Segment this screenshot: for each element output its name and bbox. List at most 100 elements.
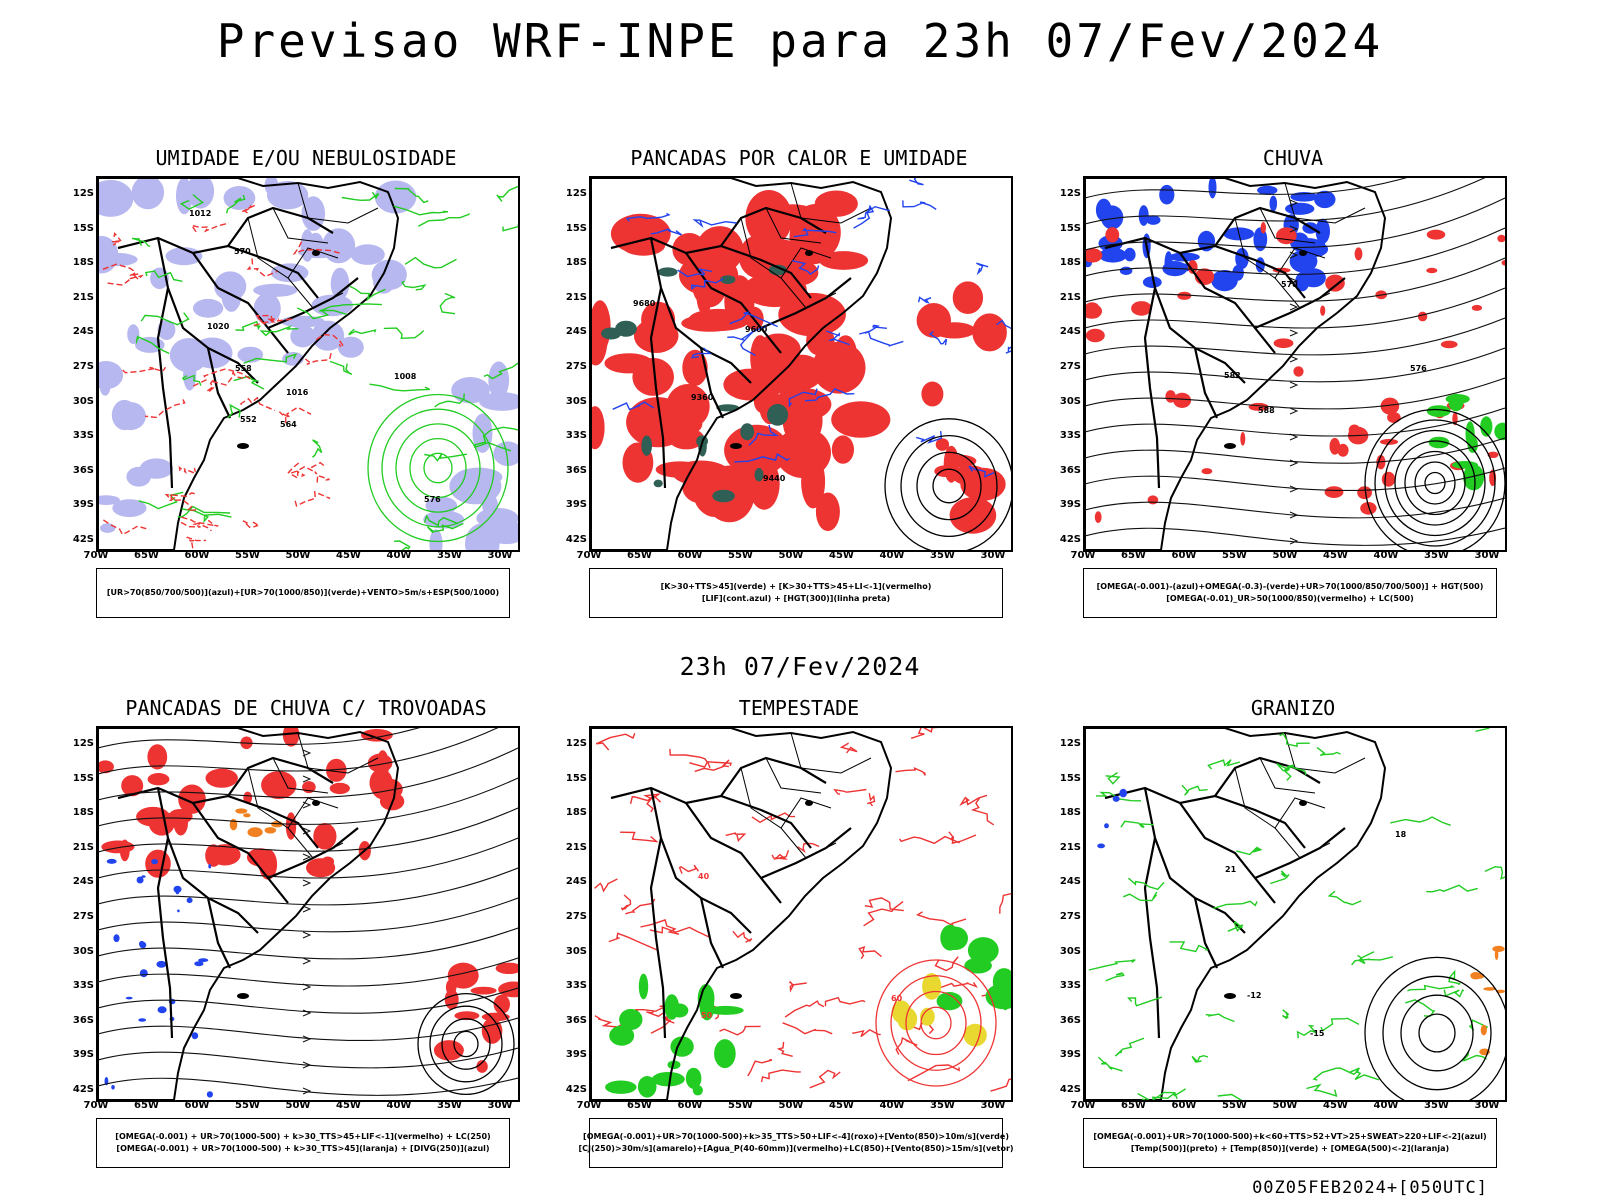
thickness-line <box>278 406 312 424</box>
thunder-red-cell <box>205 768 238 788</box>
precip-water-line <box>852 1028 881 1038</box>
humidity-low-line <box>348 328 377 336</box>
humidity-low-line <box>181 374 202 386</box>
streamline-arrow <box>302 1035 312 1043</box>
wind850-green-cell <box>638 973 649 1000</box>
map-canvas: 40 50 60 <box>591 728 1011 1100</box>
contour-label: 9680 <box>633 299 656 308</box>
lon-tick-label: 55W <box>1222 1100 1247 1111</box>
streamline-arrow <box>302 879 312 887</box>
thickness-line <box>255 314 279 325</box>
lc850-vortex-ring <box>875 959 997 1087</box>
wind850-green-cell <box>685 1067 702 1089</box>
lon-tick-label: 40W <box>879 1100 905 1111</box>
lon-tick-label: 40W <box>1373 550 1399 561</box>
streamline <box>1085 467 1505 492</box>
precip-water-line <box>915 911 967 928</box>
state-border <box>765 207 822 244</box>
lat-tick-label: 30S <box>565 945 587 957</box>
lat-tick-label: 27S <box>1059 361 1081 372</box>
lon-tick-label: 35W <box>1424 550 1449 561</box>
heat-convection-cell <box>743 272 807 308</box>
legend-line: [K>30+TTS>45](verde) + [K>30+TTS>45+LI<-… <box>660 582 932 591</box>
omega-blue-cell <box>1300 268 1326 288</box>
legend-box: [OMEGA(-0.001) + UR>70(1000-500) + k>30_… <box>96 1118 510 1168</box>
lat-tick-label: 18S <box>72 257 94 269</box>
lake <box>1299 250 1307 256</box>
precip-water-line <box>990 1078 1011 1092</box>
lat-tick-label: 12S <box>72 738 94 749</box>
thickness-line <box>304 353 332 365</box>
lat-tick-label: 33S <box>565 430 587 442</box>
rain-red-cell <box>1381 471 1396 487</box>
streamline-arrow <box>1289 537 1299 545</box>
humidity-low-line <box>227 403 241 419</box>
heat-convection-cell <box>789 209 838 265</box>
streamline <box>1085 287 1505 329</box>
lat-tick-label: 12S <box>1059 738 1081 749</box>
rain-red-cell <box>1501 260 1505 266</box>
thickness-line <box>294 490 331 507</box>
map-trovoadas <box>96 726 520 1102</box>
humidity-low-line <box>138 491 184 510</box>
lifted-index-line <box>825 330 850 346</box>
basemap <box>98 178 400 550</box>
temp850-green-line <box>1088 959 1136 971</box>
thickness-line <box>122 366 167 374</box>
temp850-green-line <box>1212 900 1258 910</box>
country-border <box>1143 837 1161 1039</box>
state-border <box>1259 207 1316 244</box>
rain-red-cell <box>1276 227 1297 245</box>
legend-box: [K>30+TTS>45](verde) + [K>30+TTS>45+LI<-… <box>589 568 1003 618</box>
country-border <box>649 287 667 489</box>
instability-zone-cell <box>720 275 736 284</box>
legend-box: [OMEGA(-0.001)+UR>70(1000-500)+k>35_TTS>… <box>578 1118 1014 1168</box>
thickness-line <box>290 461 325 474</box>
lifted-index-line <box>625 212 671 222</box>
map-granizo: -15 -12 21 18 <box>1083 726 1507 1102</box>
state-border <box>287 277 344 309</box>
omega-green-cell <box>1428 436 1450 449</box>
cyclone-humidity-ring <box>381 408 495 528</box>
country-border <box>192 252 289 354</box>
streamline <box>98 957 518 987</box>
streamline-arrow <box>1289 303 1299 311</box>
country-border <box>206 347 231 419</box>
lifted-index-line <box>853 205 891 229</box>
temp850-green-line <box>1127 996 1163 1007</box>
cyclone-500-ring <box>1374 419 1496 547</box>
lc250-vortex-ring <box>429 1005 503 1083</box>
contour-label: 558 <box>235 364 252 373</box>
heat-convection-cell <box>681 314 738 332</box>
lake <box>312 250 320 256</box>
streamline-arrow <box>1289 407 1299 415</box>
omega-blue-cell <box>1257 185 1278 195</box>
lon-tick-label: 55W <box>1222 550 1247 561</box>
lat-tick-label: 21S <box>1059 291 1081 303</box>
run-stamp: 00Z05FEB2024+[050UTC] <box>1252 1178 1488 1198</box>
panel-title: CHUVA <box>1262 146 1324 170</box>
hail-blue-cell <box>1112 795 1120 802</box>
lat-tick-label: 42S <box>1059 1084 1081 1095</box>
lon-tick-label: 45W <box>1323 1100 1348 1111</box>
precip-water-line <box>948 831 977 845</box>
cyclone-500-ring <box>1394 440 1476 526</box>
panel-pancadas-calor: PANCADAS POR CALOR E UMIDADE 9680 9600 944… <box>543 146 1043 646</box>
lat-tick-label: 27S <box>72 361 94 372</box>
divergence-blue-cell <box>125 996 133 1000</box>
contour-label: 21 <box>1225 865 1237 874</box>
heat-convection-cell <box>745 190 793 247</box>
lon-tick-label: 50W <box>285 550 311 561</box>
streamline <box>1085 497 1505 519</box>
lon-tick-label: 65W <box>627 1100 652 1111</box>
lifted-index-line <box>793 227 837 238</box>
streamline <box>98 987 518 1014</box>
precip-water-line <box>839 742 858 754</box>
precip-water-line <box>895 1036 918 1055</box>
contour-label: 18 <box>1395 830 1407 839</box>
precip-water-line <box>784 1000 825 1018</box>
precip-water-line <box>719 1025 761 1036</box>
lake <box>312 800 320 806</box>
precip-water-line <box>669 748 711 769</box>
contour-label: 1016 <box>286 388 309 397</box>
